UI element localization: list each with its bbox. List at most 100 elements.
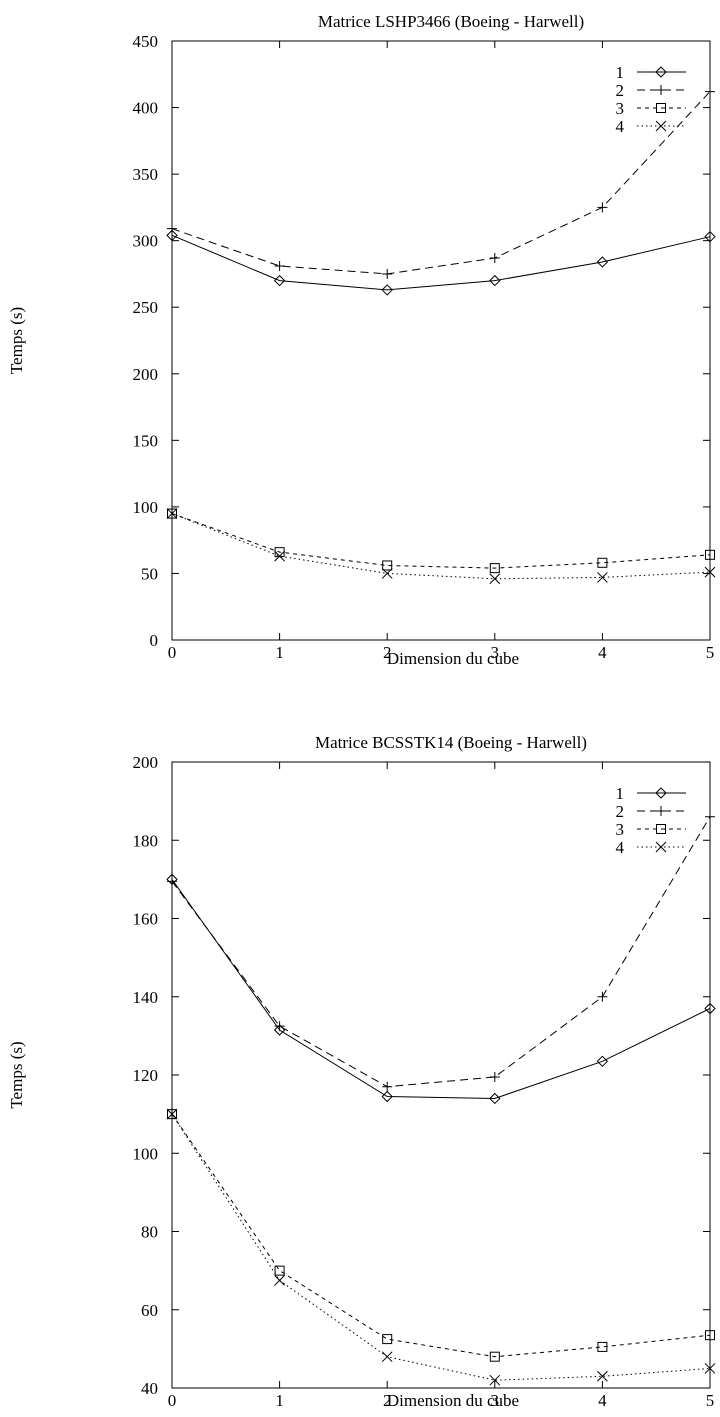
- legend-marker: [655, 787, 667, 799]
- data-point: [489, 274, 501, 287]
- series-3: [167, 508, 715, 574]
- plot-frame: [171, 40, 711, 641]
- y-tick-label: 140: [133, 988, 159, 1007]
- data-point: [381, 284, 393, 296]
- legend-marker: [656, 85, 666, 95]
- series-4: [166, 508, 716, 585]
- data-point: [704, 566, 716, 578]
- x-tick-label: 2: [383, 1391, 392, 1410]
- legend-marker: [655, 120, 667, 132]
- legend-marker: [655, 841, 667, 853]
- y-tick-label: 200: [133, 753, 159, 772]
- y-tick-label: 200: [133, 365, 159, 384]
- data-point: [704, 1363, 716, 1374]
- chart-bcsstk14: Matrice BCSSTK14 (Boeing - Harwell) Dime…: [7, 733, 716, 1410]
- y-tick-label: 40: [141, 1379, 158, 1398]
- data-point: [597, 1370, 608, 1382]
- legend-marker: [655, 66, 667, 78]
- data-point: [274, 1265, 285, 1276]
- series-1: [166, 873, 716, 1105]
- data-point: [705, 811, 715, 822]
- data-point: [167, 876, 177, 887]
- data-point: [489, 573, 501, 585]
- data-point: [489, 1071, 500, 1082]
- x-tick-label: 3: [491, 643, 500, 662]
- legend-marker: [656, 103, 666, 113]
- series-4: [166, 1108, 716, 1386]
- data-point: [489, 1092, 501, 1105]
- x-tick-label: 3: [491, 1391, 500, 1410]
- chart-title: Matrice BCSSTK14 (Boeing - Harwell): [315, 733, 587, 752]
- data-point: [166, 1108, 178, 1120]
- data-point: [597, 202, 608, 213]
- chart-lshp3466: Matrice LSHP3466 (Boeing - Harwell) Dime…: [7, 12, 716, 668]
- data-point: [167, 508, 177, 519]
- data-point: [489, 1351, 500, 1362]
- data-point: [489, 563, 500, 574]
- legend-label: 2: [616, 81, 625, 100]
- data-point: [597, 557, 608, 568]
- data-point: [381, 568, 393, 579]
- data-point: [596, 1055, 609, 1068]
- data-point: [705, 86, 715, 97]
- x-tick-label: 0: [168, 643, 177, 662]
- x-tick-label: 5: [706, 1391, 715, 1410]
- x-tick-label: 1: [275, 1391, 284, 1410]
- data-point: [274, 260, 285, 271]
- series-line: [171, 816, 711, 1088]
- legend-label: 4: [616, 838, 625, 857]
- x-tick-label: 0: [168, 1391, 177, 1410]
- series-1: [166, 229, 716, 296]
- y-tick-label: 150: [133, 431, 159, 450]
- y-tick-label: 450: [133, 32, 159, 51]
- plot-frame: [171, 761, 711, 1389]
- y-tick-label: 100: [133, 498, 159, 517]
- y-tick-label: 0: [150, 631, 159, 650]
- series-line: [171, 513, 711, 580]
- y-axis-label: Temps (s): [7, 307, 26, 374]
- data-point: [596, 256, 609, 268]
- data-point: [273, 274, 286, 287]
- data-point: [166, 508, 178, 519]
- x-tick-label: 1: [275, 643, 284, 662]
- y-tick-label: 300: [133, 232, 159, 251]
- data-point: [704, 230, 716, 243]
- data-point: [597, 1341, 608, 1352]
- y-axis-label: Temps (s): [7, 1041, 26, 1108]
- data-point: [705, 1330, 715, 1341]
- legend-marker: [656, 806, 666, 816]
- y-tick-label: 350: [133, 165, 159, 184]
- series-line: [171, 1113, 711, 1358]
- series-line: [171, 91, 711, 275]
- data-point: [597, 991, 608, 1002]
- legend-label: 1: [616, 63, 625, 82]
- data-point: [167, 223, 177, 234]
- x-tick-label: 4: [598, 1391, 607, 1410]
- data-point: [489, 252, 500, 263]
- x-axis-label: Dimension du cube: [387, 649, 519, 668]
- data-point: [597, 572, 608, 583]
- legend-label: 2: [616, 802, 625, 821]
- data-point: [382, 268, 393, 279]
- series-3: [167, 1109, 715, 1362]
- data-point: [167, 1109, 177, 1120]
- data-point: [705, 549, 715, 560]
- x-tick-label: 4: [598, 643, 607, 662]
- data-point: [381, 1351, 393, 1363]
- series-2: [167, 86, 715, 279]
- y-tick-label: 50: [141, 564, 158, 583]
- x-axis-label: Dimension du cube: [387, 1391, 519, 1410]
- y-tick-label: 100: [133, 1144, 159, 1163]
- y-tick-label: 250: [133, 298, 159, 317]
- data-point: [274, 550, 285, 562]
- data-point: [382, 1334, 393, 1345]
- data-point: [382, 560, 393, 571]
- data-point: [274, 1275, 285, 1286]
- legend-label: 1: [616, 784, 625, 803]
- y-tick-label: 60: [141, 1301, 158, 1320]
- data-point: [381, 1090, 393, 1103]
- y-tick-label: 80: [141, 1223, 158, 1242]
- series-line: [171, 513, 711, 569]
- series-line: [171, 234, 711, 291]
